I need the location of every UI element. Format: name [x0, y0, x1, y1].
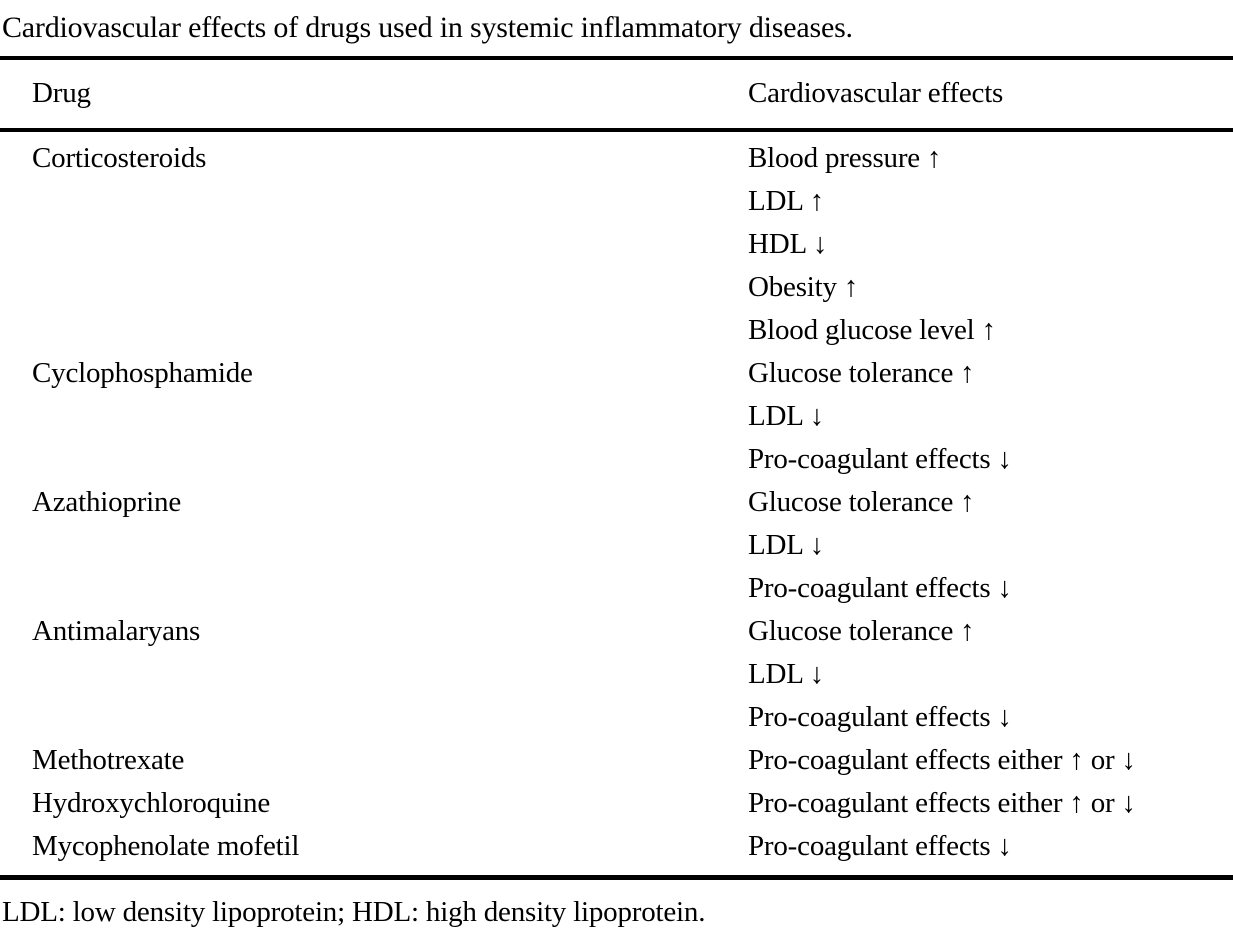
table-caption: Cardiovascular effects of drugs used in …	[2, 11, 853, 44]
effect-line: Obesity ↑	[748, 271, 859, 303]
effect-line: Pro-coagulant effects either ↑ or ↓	[748, 787, 1136, 819]
drug-name: Corticosteroids	[32, 142, 207, 174]
table-row: Hydroxychloroquine Pro-coagulant effects…	[32, 782, 1233, 825]
effects-cell: Glucose tolerance ↑ LDL ↓ Pro-coagulant …	[748, 352, 1233, 481]
effect-line: Glucose tolerance ↑	[748, 615, 975, 647]
table-row: Azathioprine Glucose tolerance ↑ LDL ↓ P…	[32, 481, 1233, 610]
table-row: Cyclophosphamide Glucose tolerance ↑ LDL…	[32, 352, 1233, 481]
effect-line: HDL ↓	[748, 228, 828, 260]
drug-name: Hydroxychloroquine	[32, 787, 271, 819]
effect-line: Glucose tolerance ↑	[748, 357, 975, 389]
effect-line: Pro-coagulant effects ↓	[748, 701, 1012, 733]
table-body: Corticosteroids Blood pressure ↑ LDL ↑ H…	[0, 132, 1233, 875]
table-row: Methotrexate Pro-coagulant effects eithe…	[32, 739, 1233, 782]
drug-name: Azathioprine	[32, 486, 181, 518]
effect-line: LDL ↑	[748, 185, 825, 217]
column-header-drug: Drug	[32, 77, 91, 109]
table-row: Mycophenolate mofetil Pro-coagulant effe…	[32, 825, 1233, 868]
drug-name: Antimalaryans	[32, 615, 201, 647]
effects-cell: Glucose tolerance ↑ LDL ↓ Pro-coagulant …	[748, 481, 1233, 610]
effects-cell: Blood pressure ↑ LDL ↑ HDL ↓ Obesity ↑ B…	[748, 137, 1233, 352]
drug-name: Methotrexate	[32, 744, 185, 776]
effects-cell: Glucose tolerance ↑ LDL ↓ Pro-coagulant …	[748, 610, 1233, 739]
effect-line: Pro-coagulant effects ↓	[748, 572, 1012, 604]
drug-name: Cyclophosphamide	[32, 357, 253, 389]
effect-line: Pro-coagulant effects ↓	[748, 443, 1012, 475]
effect-line: LDL ↓	[748, 529, 825, 561]
effect-line: Pro-coagulant effects either ↑ or ↓	[748, 744, 1136, 776]
column-header-effects: Cardiovascular effects	[748, 77, 1004, 109]
table-header-row: Drug Cardiovascular effects	[0, 60, 1233, 132]
drug-name: Mycophenolate mofetil	[32, 830, 300, 862]
effects-cell: Pro-coagulant effects ↓	[748, 825, 1233, 868]
effect-line: LDL ↓	[748, 658, 825, 690]
table-row: Corticosteroids Blood pressure ↑ LDL ↑ H…	[32, 137, 1233, 352]
effects-cell: Pro-coagulant effects either ↑ or ↓	[748, 739, 1233, 782]
table-row: Antimalaryans Glucose tolerance ↑ LDL ↓ …	[32, 610, 1233, 739]
drug-effects-table: Drug Cardiovascular effects Corticostero…	[0, 56, 1233, 880]
table-footnote: LDL: low density lipoprotein; HDL: high …	[2, 896, 706, 928]
effects-cell: Pro-coagulant effects either ↑ or ↓	[748, 782, 1233, 825]
effect-line: LDL ↓	[748, 400, 825, 432]
effect-line: Pro-coagulant effects ↓	[748, 830, 1012, 862]
effect-line: Blood glucose level ↑	[748, 314, 996, 346]
effect-line: Blood pressure ↑	[748, 142, 942, 174]
effect-line: Glucose tolerance ↑	[748, 486, 975, 518]
